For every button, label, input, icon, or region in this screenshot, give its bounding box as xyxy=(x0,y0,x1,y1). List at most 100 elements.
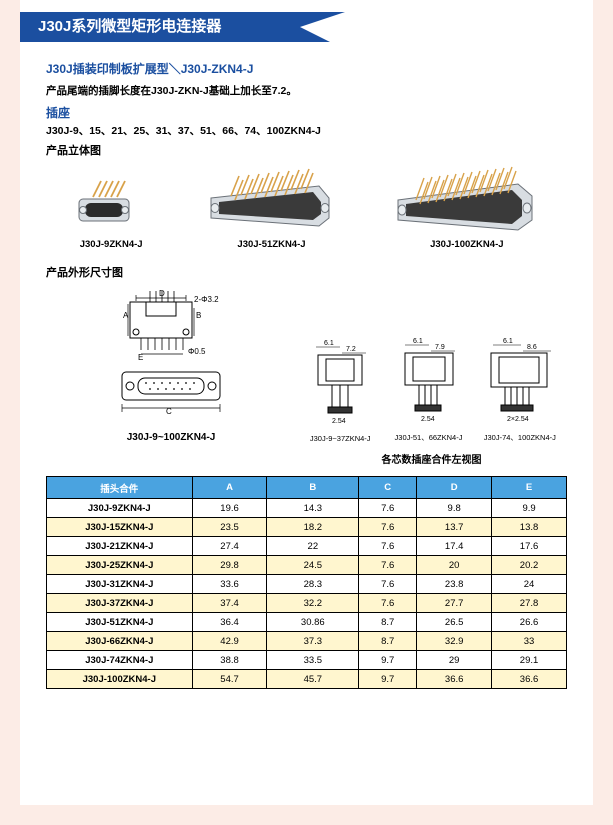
cell-value: 36.4 xyxy=(192,613,267,632)
cell-value: 27.4 xyxy=(192,537,267,556)
cell-part: J30J-74ZKN4-J xyxy=(47,651,193,670)
col-a: A xyxy=(192,477,267,499)
cell-value: 8.7 xyxy=(359,613,417,632)
product-label: J30J-51ZKN4-J xyxy=(201,239,341,250)
cell-value: 26.6 xyxy=(492,613,567,632)
table-row: J30J-25ZKN4-J29.824.57.62020.2 xyxy=(47,556,567,575)
cell-value: 7.6 xyxy=(359,594,417,613)
cell-part: J30J-15ZKN4-J xyxy=(47,518,193,537)
cell-value: 17.6 xyxy=(492,537,567,556)
cell-value: 36.6 xyxy=(417,670,492,689)
outline-label: 产品外形尺寸图 xyxy=(46,264,567,280)
table-row: J30J-74ZKN4-J38.833.59.72929.1 xyxy=(47,651,567,670)
side-caption: J30J-9~37ZKN4-J xyxy=(304,434,376,443)
side-view-item: 6.1 8.6 2×2.54 J30J-74、10 xyxy=(481,335,559,443)
side-caption: J30J-74、100ZKN4-J xyxy=(481,432,559,443)
col-e: E xyxy=(492,477,567,499)
table-row: J30J-66ZKN4-J42.937.38.732.933 xyxy=(47,632,567,651)
dimension-caption: J30J-9~100ZKN4-J xyxy=(46,432,296,443)
cell-value: 29 xyxy=(417,651,492,670)
cell-value: 18.2 xyxy=(267,518,359,537)
product-item: J30J-9ZKN4-J xyxy=(71,171,151,250)
cell-value: 23.8 xyxy=(417,575,492,594)
side-caption: J30J-51、66ZKN4-J xyxy=(393,432,465,443)
cell-value: 24.5 xyxy=(267,556,359,575)
cell-value: 20.2 xyxy=(492,556,567,575)
cell-value: 9.7 xyxy=(359,670,417,689)
col-part: 插头合件 xyxy=(47,477,193,499)
cell-value: 8.7 xyxy=(359,632,417,651)
cell-part: J30J-66ZKN4-J xyxy=(47,632,193,651)
cell-value: 7.6 xyxy=(359,499,417,518)
table-body: J30J-9ZKN4-J19.614.37.69.89.9J30J-15ZKN4… xyxy=(47,499,567,689)
cell-value: 14.3 xyxy=(267,499,359,518)
banner-text: J30J系列微型矩形电连接器 xyxy=(20,12,300,42)
dim-label: Φ0.5 xyxy=(188,347,206,356)
dimension-row: D 2-Φ3.2 A B xyxy=(46,288,567,443)
dimensions-table: 插头合件 A B C D E J30J-9ZKN4-J19.614.37.69.… xyxy=(46,476,567,689)
cell-value: 28.3 xyxy=(267,575,359,594)
product-desc: 产品尾端的插脚长度在J30J-ZKN-J基础上加长至7.2。 xyxy=(46,83,567,98)
dim-label: 2.54 xyxy=(332,418,346,425)
col-c: C xyxy=(359,477,417,499)
title-banner: J30J系列微型矩形电连接器 xyxy=(20,12,593,42)
cell-value: 32.2 xyxy=(267,594,359,613)
cell-value: 38.8 xyxy=(192,651,267,670)
table-row: J30J-15ZKN4-J23.518.27.613.713.8 xyxy=(47,518,567,537)
dimension-main: D 2-Φ3.2 A B xyxy=(46,288,296,443)
dim-label: 6.1 xyxy=(503,338,513,345)
table-row: J30J-21ZKN4-J27.4227.617.417.6 xyxy=(47,537,567,556)
cell-value: 33 xyxy=(492,632,567,651)
cell-value: 32.9 xyxy=(417,632,492,651)
cell-value: 9.8 xyxy=(417,499,492,518)
cell-value: 9.7 xyxy=(359,651,417,670)
view3d-label: 产品立体图 xyxy=(46,142,567,158)
cell-value: 42.9 xyxy=(192,632,267,651)
dim-label: 8.6 xyxy=(527,344,537,351)
cell-part: J30J-51ZKN4-J xyxy=(47,613,193,632)
cell-value: 54.7 xyxy=(192,670,267,689)
cell-value: 27.8 xyxy=(492,594,567,613)
banner-chevron-icon xyxy=(300,12,330,42)
dim-label: C xyxy=(166,407,172,416)
cell-value: 45.7 xyxy=(267,670,359,689)
dim-label: E xyxy=(138,353,143,362)
dim-label: 7.2 xyxy=(346,346,356,353)
cell-value: 7.6 xyxy=(359,556,417,575)
content-area: J30J插装印制板扩展型＼J30J-ZKN4-J 产品尾端的插脚长度在J30J-… xyxy=(20,42,593,689)
side-drawing-icon: 6.1 8.6 2×2.54 xyxy=(481,335,559,425)
side-drawing-icon: 6.1 7.2 2.54 xyxy=(304,337,376,427)
product-subtitle: J30J插装印制板扩展型＼J30J-ZKN4-J xyxy=(46,60,567,77)
product-item: J30J-100ZKN4-J xyxy=(392,166,542,250)
cell-value: 27.7 xyxy=(417,594,492,613)
cell-value: 29.8 xyxy=(192,556,267,575)
side-drawing-icon: 6.1 7.9 2.54 xyxy=(393,335,465,425)
dim-label: 6.1 xyxy=(324,340,334,347)
cell-part: J30J-25ZKN4-J xyxy=(47,556,193,575)
connector-icon xyxy=(201,166,341,231)
cell-value: 20 xyxy=(417,556,492,575)
cell-value: 13.7 xyxy=(417,518,492,537)
side-view-item: 6.1 7.2 2.54 J30J-9~37ZKN4-J xyxy=(304,337,376,443)
cell-value: 19.6 xyxy=(192,499,267,518)
cell-value: 17.4 xyxy=(417,537,492,556)
cell-part: J30J-100ZKN4-J xyxy=(47,670,193,689)
dim-label: 2×2.54 xyxy=(507,416,529,423)
connector-icon xyxy=(71,171,151,231)
side-views-caption: 各芯数插座合件左视图 xyxy=(296,451,567,466)
cell-value: 7.6 xyxy=(359,518,417,537)
cell-part: J30J-21ZKN4-J xyxy=(47,537,193,556)
cell-part: J30J-9ZKN4-J xyxy=(47,499,193,518)
dim-label: 7.9 xyxy=(435,344,445,351)
table-row: J30J-31ZKN4-J33.628.37.623.824 xyxy=(47,575,567,594)
socket-title: 插座 xyxy=(46,104,567,121)
cell-value: 33.6 xyxy=(192,575,267,594)
table-row: J30J-9ZKN4-J19.614.37.69.89.9 xyxy=(47,499,567,518)
side-view-item: 6.1 7.9 2.54 J30J-51、66ZKN4-J xyxy=(393,335,465,443)
page-inner: J30J系列微型矩形电连接器 J30J插装印制板扩展型＼J30J-ZKN4-J … xyxy=(20,0,593,805)
cell-part: J30J-37ZKN4-J xyxy=(47,594,193,613)
cell-value: 7.6 xyxy=(359,575,417,594)
table-row: J30J-100ZKN4-J54.745.79.736.636.6 xyxy=(47,670,567,689)
connector-icon xyxy=(392,166,542,231)
cell-value: 22 xyxy=(267,537,359,556)
